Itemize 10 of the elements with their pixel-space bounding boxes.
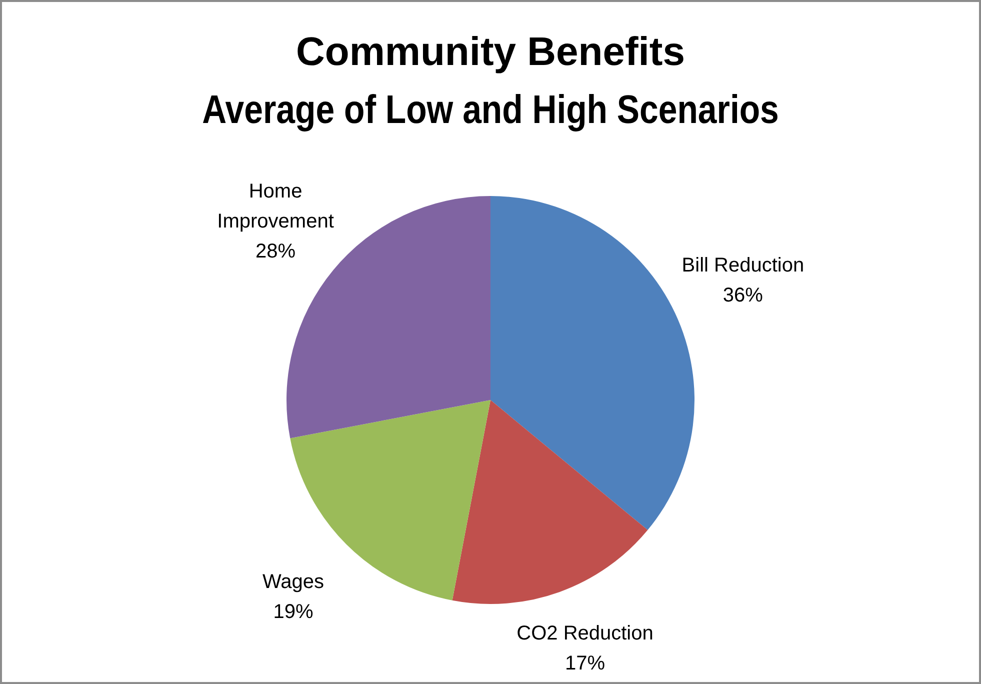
chart-title: Community Benefits	[296, 30, 685, 74]
data-label: 19%	[273, 600, 314, 623]
slice-label: Bill Reduction	[682, 254, 804, 277]
slice-label: Home Improvement	[217, 180, 334, 233]
data-label: 36%	[722, 284, 764, 307]
data-label: 28%	[256, 240, 296, 263]
chart-subtitle: Average of Low and High Scenarios	[202, 86, 779, 132]
slice-label: CO2 Reduction	[516, 622, 654, 645]
data-label: 17%	[564, 652, 606, 675]
slice-label: Wages	[262, 570, 324, 593]
